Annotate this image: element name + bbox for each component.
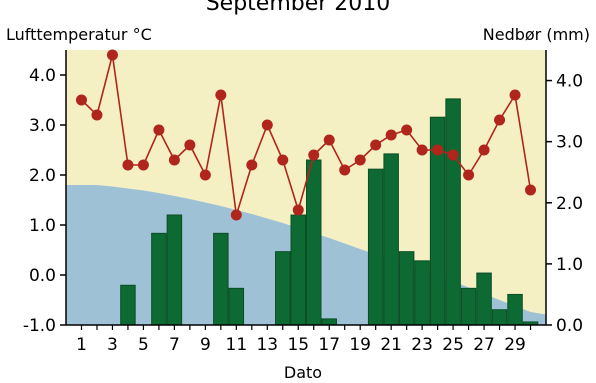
temperature-point (478, 144, 490, 156)
precipitation-bar (476, 272, 492, 326)
plot-area: 4.03.02.01.00.0-1.04.03.02.01.00.01 3 5 7 9 1… (23, 49, 583, 355)
x-tick-label: 17 (318, 335, 340, 355)
temperature-point (432, 144, 444, 156)
temperature-point (199, 169, 211, 181)
x-tick-label: 19 (349, 335, 371, 355)
x-tick-label: 23 (411, 335, 433, 355)
right-tick-label: 3.0 (556, 133, 583, 153)
x-tick-label: 27 (473, 335, 495, 355)
x-tick-label: 7 (169, 335, 180, 355)
right-tick-label: 0.0 (556, 316, 583, 336)
precipitation-bar (151, 232, 167, 326)
precipitation-bar (383, 153, 399, 326)
precipitation-bar (213, 232, 229, 326)
left-tick-label: -1.0 (23, 316, 56, 336)
temperature-point (137, 159, 149, 171)
right-axis-label: Nedbør (mm) (483, 25, 590, 44)
x-tick-label: 29 (504, 335, 526, 355)
x-tick-label: 11 (226, 335, 248, 355)
right-tick-label: 2.0 (556, 194, 583, 214)
temperature-point (494, 114, 506, 126)
precipitation-bar (290, 214, 307, 326)
left-tick-label: 1.0 (29, 216, 56, 236)
temperature-point (75, 94, 87, 106)
temperature-point (385, 129, 397, 141)
left-tick-label: 4.0 (29, 66, 56, 86)
temperature-point (525, 184, 537, 196)
precipitation-bar (460, 287, 477, 326)
temperature-point (509, 89, 521, 101)
temperature-point (323, 134, 335, 146)
right-tick-label: 1.0 (556, 255, 583, 275)
precipitation-bar (445, 98, 461, 326)
precipitation-bar (120, 284, 136, 326)
left-axis-label: Lufttemperatur °C (6, 25, 152, 44)
x-tick-label: 3 (107, 335, 118, 355)
x-tick-label: 13 (256, 335, 278, 355)
left-tick-label: 3.0 (29, 116, 56, 136)
temperature-point (106, 49, 118, 61)
precipitation-bar (306, 159, 322, 326)
temperature-point (153, 124, 165, 136)
temperature-point (370, 139, 382, 151)
temperature-point (308, 149, 320, 161)
temperature-point (215, 89, 227, 101)
x-axis-label: Dato (284, 363, 322, 382)
right-tick-label: 4.0 (556, 72, 583, 92)
chart-title: September 2010 (206, 0, 391, 16)
x-tick-label: 9 (200, 335, 211, 355)
temperature-point (230, 209, 242, 221)
temperature-point (416, 144, 428, 156)
precipitation-bar (367, 168, 384, 326)
x-tick-label: 15 (287, 335, 309, 355)
x-tick-label: 21 (380, 335, 402, 355)
precipitation-bar (398, 251, 415, 326)
temperature-point (261, 119, 273, 131)
x-tick-label: 25 (442, 335, 464, 355)
temperature-point (184, 139, 196, 151)
temperature-point (447, 149, 459, 161)
temperature-point (463, 169, 475, 181)
precipitation-bar (491, 309, 508, 326)
x-tick-label: 1 (76, 335, 87, 355)
precipitation-bar (275, 251, 291, 326)
precipitation-bar (507, 293, 523, 326)
temperature-point (168, 154, 180, 166)
x-tick-label: 5 (138, 335, 149, 355)
precipitation-bar (228, 287, 245, 326)
precipitation-bar (166, 214, 183, 326)
temperature-point (401, 124, 413, 136)
temperature-point (246, 159, 258, 171)
temperature-point (277, 154, 289, 166)
temperature-point (339, 164, 351, 176)
precipitation-bar (414, 260, 430, 326)
temperature-point (91, 109, 103, 121)
left-tick-label: 0.0 (29, 266, 56, 286)
precipitation-bar (321, 318, 337, 326)
temperature-point (122, 159, 134, 171)
temperature-point (354, 154, 366, 166)
temperature-point (292, 204, 304, 216)
left-tick-label: 2.0 (29, 166, 56, 186)
